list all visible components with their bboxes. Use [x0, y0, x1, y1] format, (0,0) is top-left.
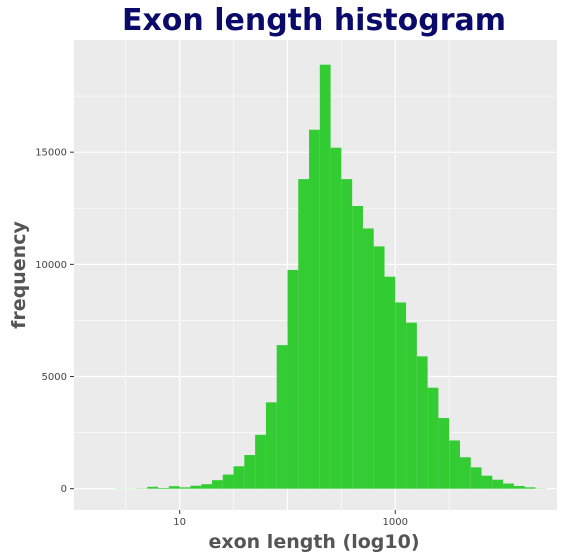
histogram-bar [459, 457, 471, 489]
histogram-bar [513, 485, 525, 489]
y-tick-label: 5000 [42, 372, 67, 383]
histogram-bar [384, 276, 396, 489]
y-tick-label: 0 [61, 484, 67, 495]
histogram-bar [158, 488, 169, 489]
histogram-bar [416, 356, 428, 489]
histogram-bar [255, 434, 266, 489]
histogram-bar [449, 440, 460, 489]
y-axis-ticks: 0 5000 10000 15000 [35, 148, 74, 495]
histogram-bar [524, 487, 536, 489]
y-tick-label: 15000 [35, 148, 67, 159]
histogram-bar [427, 387, 439, 489]
histogram-bar [147, 486, 159, 489]
histogram-bar [309, 129, 320, 489]
histogram-bar [438, 418, 450, 489]
histogram-bar [244, 455, 256, 489]
histogram-bar [481, 475, 493, 489]
y-axis-title: frequency [8, 221, 30, 329]
chart-title: Exon length histogram [122, 3, 506, 38]
histogram-bar [492, 479, 504, 489]
histogram-bar [395, 302, 407, 489]
histogram-bar [211, 480, 223, 489]
histogram-bar [470, 467, 482, 489]
histogram-bar [373, 246, 385, 489]
histogram-bar [362, 228, 374, 489]
histogram-bar [233, 466, 245, 489]
histogram-bar [168, 486, 180, 489]
histogram-bar [298, 179, 310, 489]
histogram-bar [319, 64, 331, 489]
x-axis-title: exon length (log10) [208, 531, 419, 553]
histogram-bar [287, 269, 299, 489]
histogram-bar [201, 484, 212, 489]
histogram-bar [503, 483, 514, 489]
y-tick-label: 10000 [35, 260, 67, 271]
x-tick-label: 1000 [383, 517, 408, 528]
histogram-bar [406, 322, 417, 489]
histogram-bar [330, 147, 342, 489]
x-tick-label: 10 [173, 517, 186, 528]
histogram-bar [190, 485, 202, 489]
histogram-bars [114, 64, 547, 489]
histogram-bar [222, 474, 234, 489]
histogram-bar [179, 487, 191, 489]
histogram-bar [352, 206, 363, 489]
x-axis-ticks: 10 1000 [173, 510, 408, 528]
histogram-bar [265, 402, 277, 489]
histogram-bar [276, 345, 288, 489]
histogram-bar [341, 179, 353, 489]
